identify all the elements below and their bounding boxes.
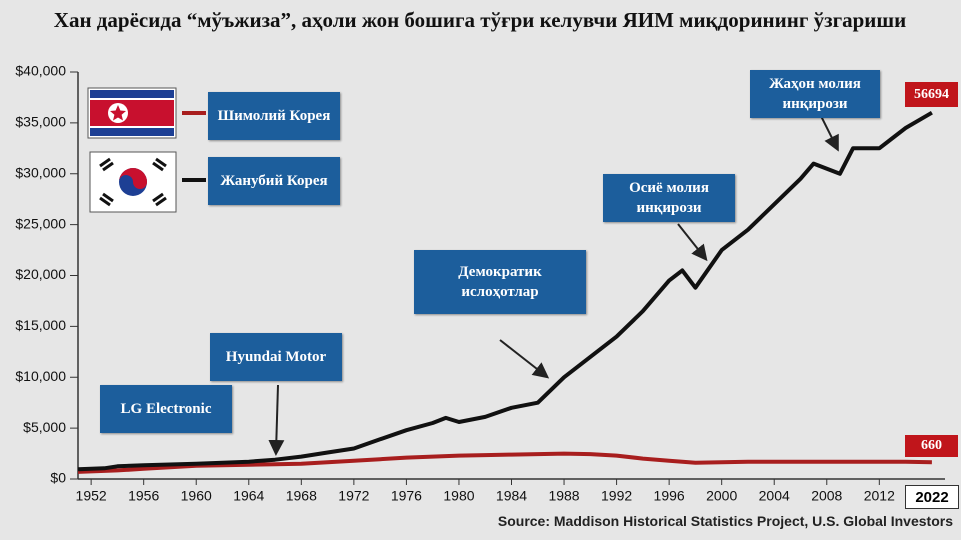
x-tick-label: 1976 (391, 488, 422, 504)
x-tick-label: 2008 (811, 488, 842, 504)
x-tick-label: 1952 (76, 488, 107, 504)
south-korea-flag (89, 151, 177, 213)
annotation: LG Electronic (100, 385, 232, 433)
annotation: Осиё молия инқирози (603, 174, 735, 222)
x-tick-label: 1980 (443, 488, 474, 504)
y-tick-label: $35,000 (15, 114, 66, 130)
y-tick-label: $5,000 (23, 419, 66, 435)
x-tick-label: 1968 (286, 488, 317, 504)
x-tick-label: 1996 (654, 488, 685, 504)
x-tick-label: 1960 (181, 488, 212, 504)
x-tick-label: 1984 (496, 488, 527, 504)
y-tick-label: $30,000 (15, 164, 66, 180)
annotation-arrows (268, 113, 839, 456)
annotation: Жаҳон молия инқирози (750, 70, 880, 118)
end-label: 56694 (905, 82, 958, 107)
north-korea-flag (87, 87, 177, 139)
x-tick-label: 2000 (706, 488, 737, 504)
y-tick-label: $20,000 (15, 266, 66, 282)
end-x-label: 2022 (905, 485, 959, 509)
y-tick-label: $10,000 (15, 368, 66, 384)
legend-entry: Жанубий Корея (208, 157, 340, 205)
y-tick-label: $0 (50, 470, 66, 486)
annotation: Демократик ислоҳотлар (414, 250, 586, 314)
series-line (77, 110, 933, 472)
x-tick-label: 2012 (864, 488, 895, 504)
source: Source: Maddison Historical Statistics P… (497, 513, 953, 529)
series-line (77, 451, 932, 474)
end-label: 660 (905, 435, 958, 457)
x-tick-label: 1972 (338, 488, 369, 504)
x-tick-label: 1964 (233, 488, 264, 504)
x-tick-label: 1956 (128, 488, 159, 504)
x-tick-label: 2004 (759, 488, 790, 504)
y-tick-label: $40,000 (15, 63, 66, 79)
x-tick-label: 1988 (548, 488, 579, 504)
annotation: Hyundai Motor (210, 333, 342, 381)
x-tick-label: 1992 (601, 488, 632, 504)
chart-title: Хан дарёсида “мўъжиза”, аҳоли жон бошига… (53, 8, 907, 32)
legend-entry: Шимолий Корея (208, 92, 340, 140)
y-tick-label: $15,000 (15, 317, 66, 333)
y-tick-label: $25,000 (15, 215, 66, 231)
